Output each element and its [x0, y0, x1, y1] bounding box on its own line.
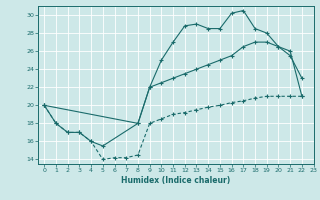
X-axis label: Humidex (Indice chaleur): Humidex (Indice chaleur)	[121, 176, 231, 185]
